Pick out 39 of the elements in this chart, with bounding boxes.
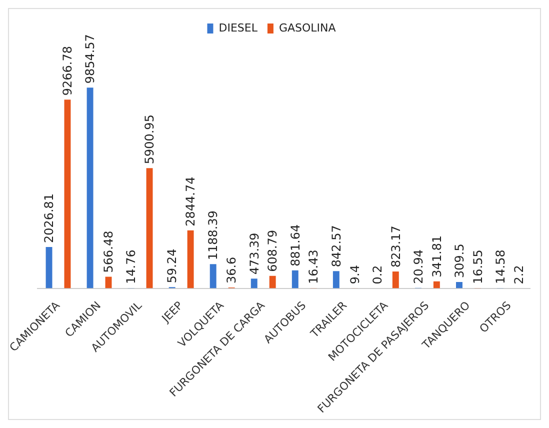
data-label: 341.81 [430, 235, 444, 278]
bar [433, 281, 440, 288]
data-label: 59.24 [165, 248, 180, 284]
bar [146, 168, 153, 288]
data-label: 2026.81 [42, 193, 56, 244]
data-label: 2844.74 [184, 176, 198, 226]
bar [250, 278, 258, 288]
bar [210, 264, 216, 288]
data-label: 0.2 [370, 265, 384, 284]
bar [332, 271, 340, 288]
data-label: 16.43 [306, 250, 321, 284]
data-label: 14.76 [124, 250, 138, 284]
bar [187, 230, 194, 288]
data-label: 842.57 [329, 225, 344, 268]
bar [292, 270, 298, 288]
bar [46, 247, 52, 288]
data-label: 5900.95 [142, 114, 157, 164]
bar [64, 100, 71, 288]
bar [456, 282, 462, 288]
data-label: 36.6 [224, 256, 239, 284]
legend-label: DIESEL [218, 21, 258, 34]
data-label: 1188.39 [206, 210, 220, 260]
data-label: 823.17 [388, 226, 403, 268]
legend-label: GASOLINA [278, 21, 336, 34]
data-label: 14.58 [493, 250, 508, 284]
data-label: 9854.57 [83, 34, 98, 84]
data-label: 473.39 [247, 232, 262, 275]
bar [86, 88, 94, 288]
data-label: 566.48 [102, 230, 116, 273]
bar [269, 276, 276, 288]
data-label: 309.5 [452, 244, 466, 278]
data-label: 2.2 [512, 265, 526, 284]
data-label: 16.55 [470, 250, 485, 284]
data-label: 9266.78 [60, 46, 75, 96]
data-label: 608.79 [266, 230, 280, 272]
bar [392, 272, 399, 288]
data-label: 9.4 [348, 265, 362, 284]
data-label: 20.94 [411, 250, 426, 284]
data-label: 881.64 [288, 224, 302, 266]
